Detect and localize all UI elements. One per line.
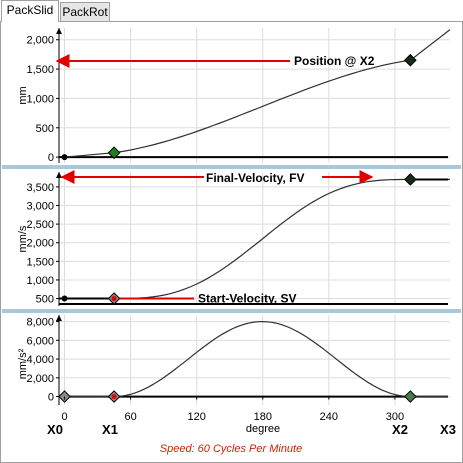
y-tick-label: 1,000 [26, 93, 54, 105]
y-tick-label: 4,000 [26, 354, 54, 366]
x2-marker [403, 53, 417, 67]
speed-footer: Speed: 60 Cycles Per Minute [160, 443, 302, 455]
y-axis-label: mm [17, 86, 29, 104]
y-axis-arrow [56, 172, 62, 178]
marker-label-x1: X1 [102, 422, 118, 437]
x-tick-label: 300 [386, 411, 404, 423]
y-axis-label: mm/s² [17, 348, 29, 379]
panel-separator [2, 165, 461, 169]
x0-point [61, 154, 68, 161]
y-tick-label: 1,000 [26, 275, 54, 287]
tab-bar-line [0, 21, 463, 22]
x-axis-label: degree [246, 423, 280, 435]
x1-marker-dot [111, 394, 117, 400]
x-tick-label: 240 [320, 411, 338, 423]
marker-label-x3: X3 [440, 422, 456, 437]
y-tick-label: 2,000 [26, 35, 54, 47]
y-tick-label: 1,500 [26, 64, 54, 76]
tab-bar: PackSlid PackRot [0, 0, 463, 22]
x2-marker [403, 390, 417, 403]
y-tick-label: 2,500 [26, 219, 54, 231]
position-curve [64, 29, 451, 158]
y-tick-label: 500 [36, 294, 54, 306]
position-annotation: Position @ X2 [294, 54, 375, 68]
marker-label-x2: X2 [392, 422, 408, 437]
x-tick-label: 0 [61, 411, 67, 423]
y-tick-label: 2,000 [26, 373, 54, 385]
y-axis-arrow [56, 315, 62, 321]
y-tick-label: 0 [48, 392, 54, 404]
final-velocity-annotation: Final-Velocity, FV [206, 171, 304, 185]
panel-separator [2, 309, 461, 313]
x-tick-label: 60 [124, 411, 136, 423]
y-tick-label: 3,000 [26, 201, 54, 213]
y-tick-label: 500 [36, 123, 54, 135]
y-tick-label: 8,000 [26, 317, 54, 329]
tab-packrot[interactable]: PackRot [60, 2, 110, 22]
y-axis-arrow [56, 28, 62, 34]
y-tick-label: 3,500 [26, 182, 54, 194]
x-tick-label: 120 [187, 411, 205, 423]
y-axis-label: mm/s [17, 225, 29, 252]
y-tick-label: 1,500 [26, 256, 54, 268]
x1-marker-dot [111, 296, 117, 302]
y-tick-label: 0 [48, 152, 54, 164]
x2-marker [403, 173, 417, 186]
marker-label-x0: X0 [47, 422, 63, 437]
x1-marker [107, 146, 121, 160]
start-velocity-annotation: Start-Velocity, SV [198, 292, 296, 306]
x0-point [61, 295, 68, 302]
x-tick-label: 180 [254, 411, 272, 423]
tab-packslid[interactable]: PackSlid [1, 0, 59, 22]
y-tick-label: 2,000 [26, 238, 54, 250]
velocity-curve [64, 178, 450, 300]
y-tick-label: 6,000 [26, 335, 54, 347]
acceleration-curve [64, 320, 448, 398]
